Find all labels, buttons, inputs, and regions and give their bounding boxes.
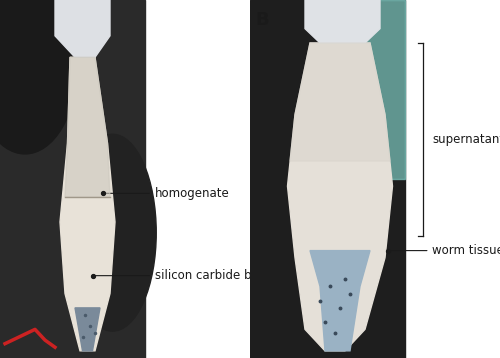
- Ellipse shape: [0, 0, 78, 154]
- Polygon shape: [305, 0, 380, 43]
- Polygon shape: [55, 0, 110, 57]
- Bar: [0, 0, 145, 358]
- Polygon shape: [75, 308, 100, 351]
- Polygon shape: [60, 57, 115, 351]
- Ellipse shape: [69, 134, 156, 331]
- Bar: [320, 0, 405, 179]
- Text: worm tissue: worm tissue: [390, 244, 500, 257]
- Polygon shape: [288, 43, 393, 351]
- Text: B: B: [255, 11, 268, 29]
- Text: A: A: [5, 11, 19, 29]
- Text: silicon carbide beads: silicon carbide beads: [96, 269, 280, 282]
- Polygon shape: [290, 43, 390, 161]
- Bar: [250, 0, 405, 358]
- Polygon shape: [310, 251, 370, 351]
- Text: supernatant: supernatant: [432, 133, 500, 146]
- Polygon shape: [65, 57, 110, 197]
- Text: homogenate: homogenate: [106, 187, 230, 200]
